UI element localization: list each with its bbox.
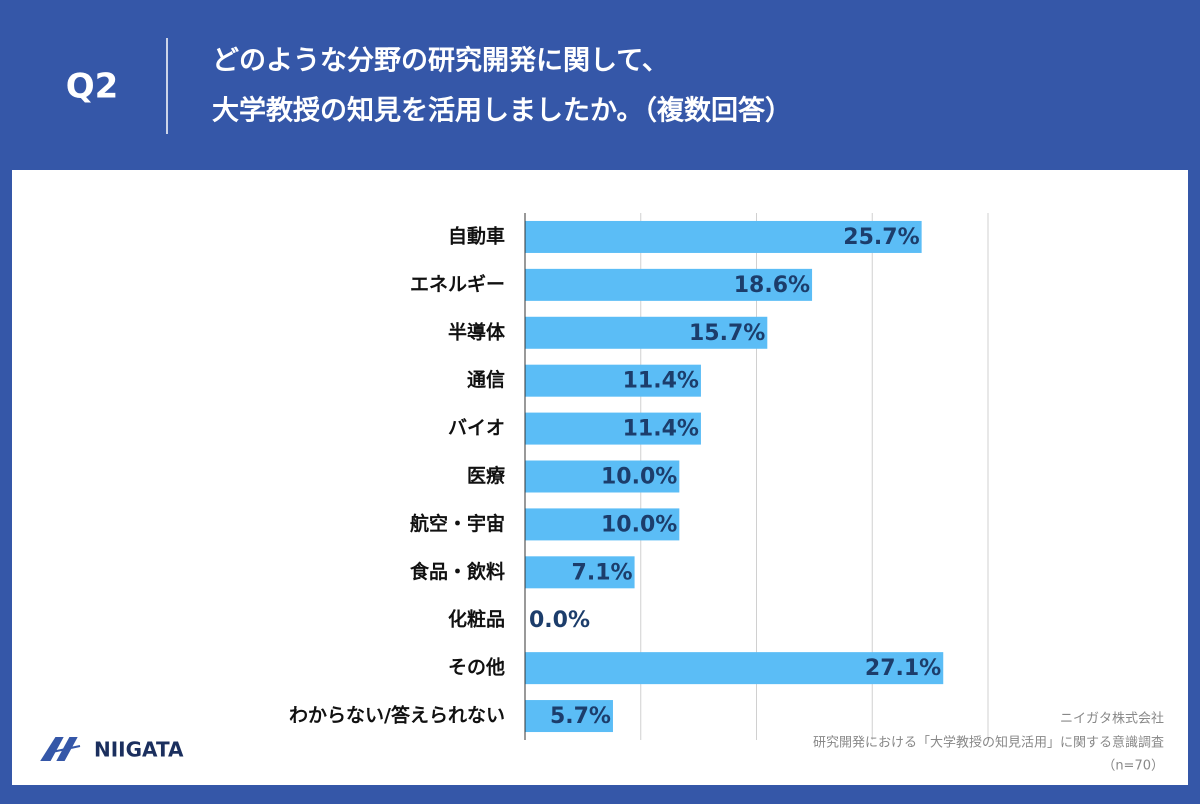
bar (525, 220, 922, 253)
bar (525, 460, 680, 493)
bar (525, 364, 701, 397)
logo-text: NIIGATA (94, 738, 184, 762)
bar (525, 316, 768, 349)
bar (525, 508, 680, 541)
bar (525, 652, 944, 685)
value-label: 11.4% (623, 417, 699, 442)
value-label: 25.7% (843, 225, 919, 250)
value-label: 15.7% (689, 321, 765, 346)
bar (525, 700, 613, 733)
value-label: 10.0% (601, 512, 677, 537)
value-label: 18.6% (734, 273, 810, 298)
value-label: 10.0% (601, 465, 677, 490)
category-label: その他 (448, 656, 505, 679)
category-label: 航空・宇宙 (410, 512, 505, 535)
logo-icon (40, 737, 81, 761)
footer-survey: 研究開発における「大学教授の知見活用」に関する意識調査 (813, 735, 1164, 751)
footer-company: ニイガタ株式会社 (1060, 711, 1164, 727)
category-label: エネルギー (410, 273, 505, 295)
bar (525, 412, 701, 445)
category-label: バイオ (448, 417, 505, 439)
value-label: 0.0% (529, 608, 590, 633)
value-label: 7.1% (572, 560, 633, 585)
bar (525, 268, 813, 301)
value-label: 27.1% (865, 656, 941, 681)
category-label: わからない/答えられない (289, 704, 505, 727)
question-number: Q2 (66, 67, 119, 107)
category-label: 半導体 (448, 320, 506, 343)
category-label: 通信 (467, 368, 505, 391)
category-label: 化粧品 (448, 608, 505, 631)
value-label: 5.7% (550, 704, 611, 729)
title-line: 大学教授の知見を活用しましたか。（複数回答） (212, 95, 792, 127)
category-label: 食品・飲料 (410, 560, 505, 583)
footer-sample: （n=70） (1102, 759, 1164, 774)
plot: 自動車 25.7% エネルギー 18.6% 半導体 15.7% 通信 11.4% バイオ 11.4… (289, 213, 989, 740)
title-line: どのような分野の研究開発に関して、 (212, 45, 669, 77)
bar (525, 556, 635, 589)
value-label: 11.4% (623, 369, 699, 394)
category-label: 医療 (467, 464, 506, 487)
logo: NIIGATA (40, 737, 184, 762)
category-label: 自動車 (448, 224, 505, 247)
